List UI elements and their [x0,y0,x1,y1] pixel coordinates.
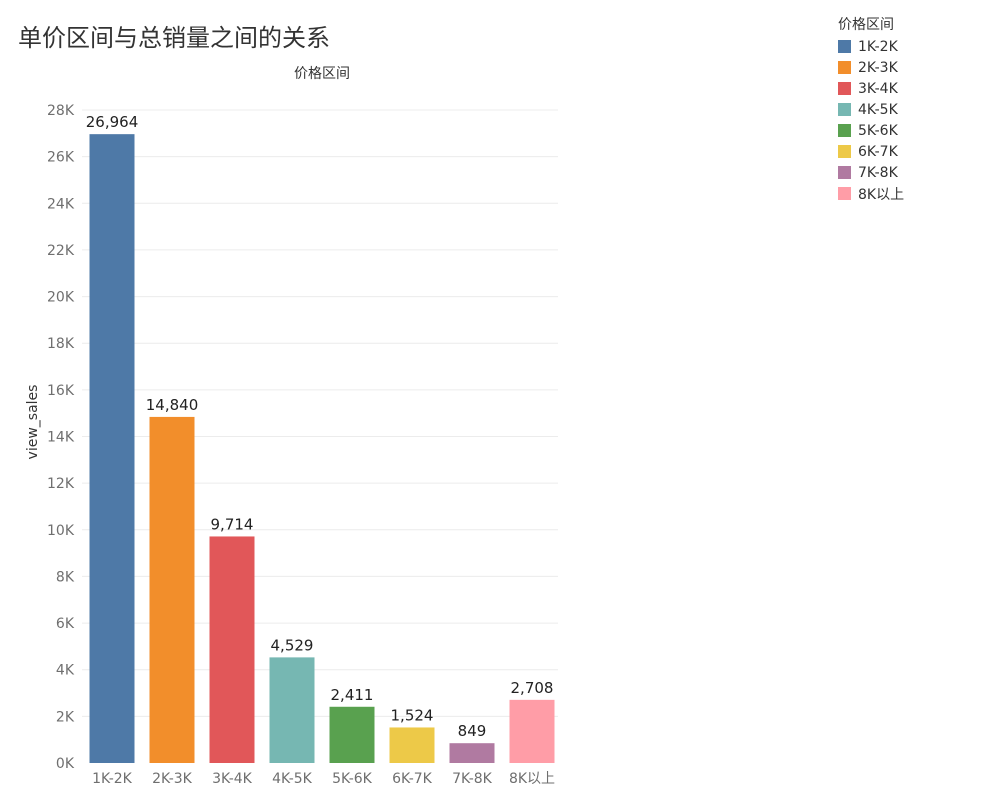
y-axis-title: view_sales [25,385,41,460]
x-tick-label: 2K-3K [152,771,193,787]
legend-label: 6K-7K [858,143,898,160]
legend-item[interactable]: 1K-2K [838,36,904,57]
legend-item[interactable]: 4K-5K [838,99,904,120]
bar-8K以上 [509,699,555,763]
y-tick-label: 24K [47,196,75,212]
x-tick-label: 4K-5K [272,771,313,787]
y-tick-label: 22K [47,243,75,259]
legend-swatch [838,166,851,179]
value-label: 2,708 [511,679,554,697]
legend-label: 7K-8K [858,164,898,181]
legend-swatch [838,40,851,53]
legend-label: 1K-2K [858,38,898,55]
y-tick-label: 2K [56,709,75,725]
y-tick-label: 10K [47,523,75,539]
column-header: 价格区间 [294,66,350,82]
value-labels: 26,964 14,840 9,714 4,529 2,411 1,524 849 2,708 [86,113,554,740]
bars [89,134,555,763]
legend-swatch [838,103,851,116]
x-axis-ticks: 1K-2K 2K-3K 3K-4K 4K-5K 5K-6K 6K-7K 7K-8K 8K以上 [92,771,555,787]
legend-item[interactable]: 2K-3K [838,57,904,78]
y-tick-label: 28K [47,103,75,119]
y-tick-label: 18K [47,336,75,352]
value-label: 14,840 [146,396,199,414]
y-tick-label: 0K [56,756,75,772]
value-label: 4,529 [271,636,314,654]
legend-item[interactable]: 3K-4K [838,78,904,99]
legend-swatch [838,124,851,137]
y-tick-label: 16K [47,383,75,399]
x-tick-label: 7K-8K [452,771,493,787]
legend-swatch [838,187,851,200]
bar-6K-7K [389,727,435,763]
x-tick-label: 3K-4K [212,771,253,787]
y-tick-label: 26K [47,150,75,166]
bar-2K-3K [149,416,195,763]
legend-label: 2K-3K [858,59,898,76]
legend-item[interactable]: 6K-7K [838,141,904,162]
bar-1K-2K [89,134,135,763]
y-tick-label: 8K [56,569,75,585]
y-tick-label: 20K [47,290,75,306]
x-tick-label: 1K-2K [92,771,133,787]
y-tick-label: 6K [56,616,75,632]
legend-label: 4K-5K [858,101,898,118]
bar-5K-6K [329,706,375,763]
y-tick-label: 14K [47,430,75,446]
y-axis-ticks: 0K 2K 4K 6K 8K 10K 12K 14K 16K 18K 20K 22K 24K 26K 28K [47,103,75,772]
value-label: 9,714 [211,515,254,533]
legend: 价格区间 1K-2K 2K-3K 3K-4K 4K-5K 5K-6K 6K-7K 7K-8K… [838,14,904,204]
legend-swatch [838,145,851,158]
legend-item[interactable]: 7K-8K [838,162,904,183]
value-label: 1,524 [391,706,434,724]
value-label: 849 [458,722,487,740]
legend-title: 价格区间 [838,17,894,33]
x-tick-label: 5K-6K [332,771,373,787]
legend-item[interactable]: 5K-6K [838,120,904,141]
legend-label: 5K-6K [858,122,898,139]
bar-7K-8K [449,743,495,763]
chart-title: 单价区间与总销量之间的关系 [18,24,330,52]
x-tick-label: 6K-7K [392,771,433,787]
value-label: 26,964 [86,113,139,131]
bar-3K-4K [209,536,255,763]
y-tick-label: 12K [47,476,75,492]
bar-4K-5K [269,657,315,763]
legend-swatch [838,61,851,74]
value-label: 2,411 [331,686,374,704]
legend-item[interactable]: 8K以上 [838,183,904,204]
x-tick-label: 8K以上 [509,771,555,787]
legend-items: 1K-2K 2K-3K 3K-4K 4K-5K 5K-6K 6K-7K 7K-8K 8K以上 [838,36,904,204]
legend-label: 8K以上 [858,186,905,203]
y-tick-label: 4K [56,663,75,679]
legend-label: 3K-4K [858,80,898,97]
legend-swatch [838,82,851,95]
